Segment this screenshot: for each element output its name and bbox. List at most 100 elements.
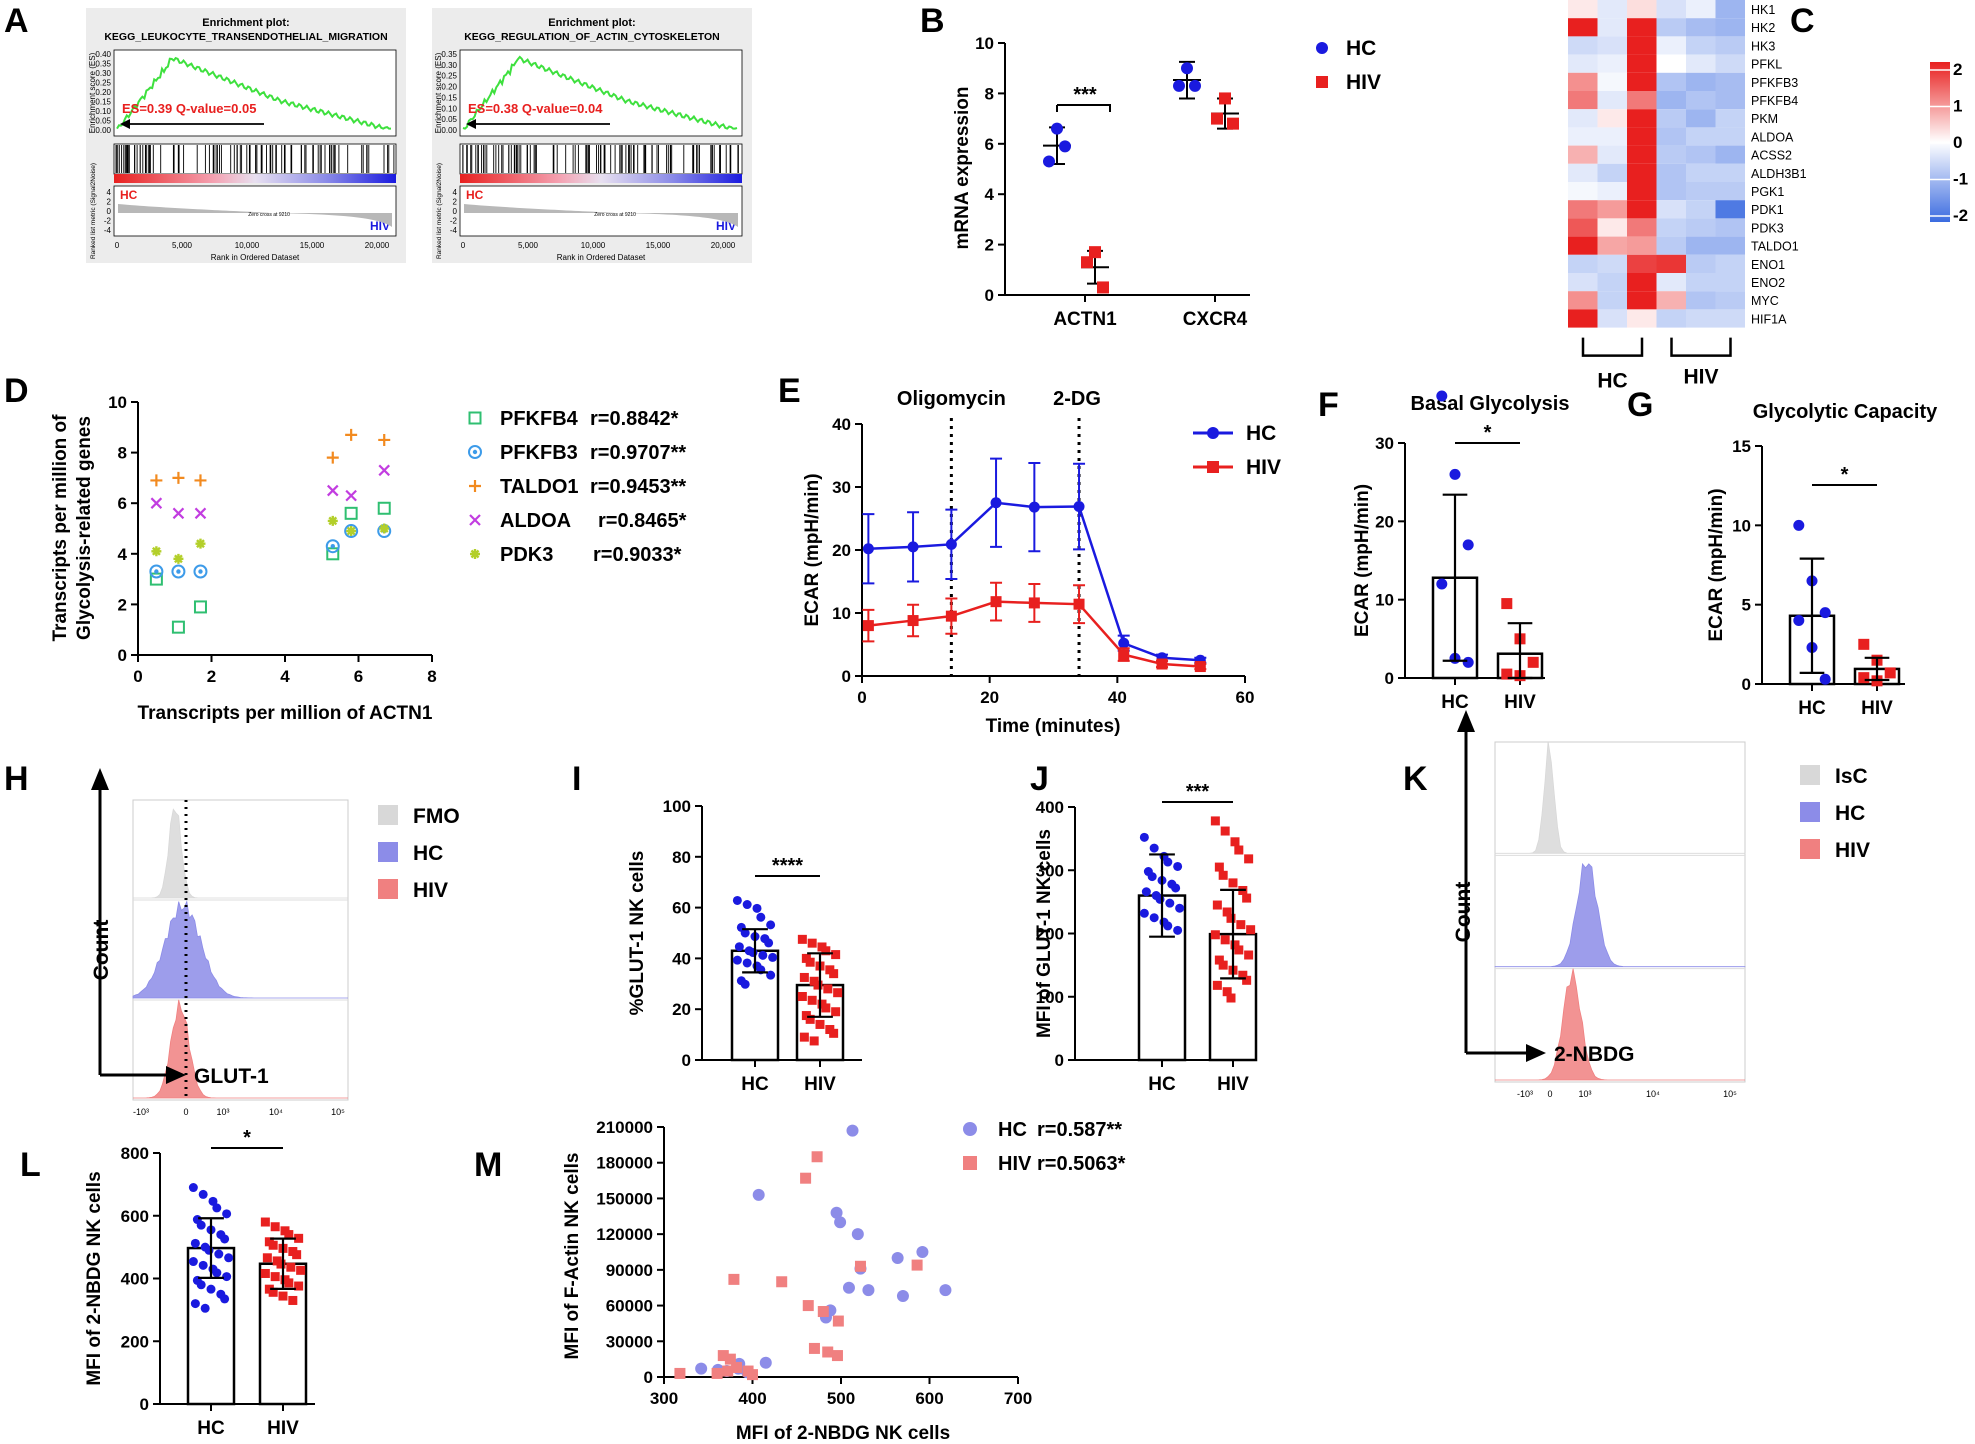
c-heatmap-cell [1597, 91, 1627, 110]
gsea-rank-tick: 0 [453, 207, 458, 216]
m-point-hc [896, 1290, 909, 1303]
panel-label-m: M [474, 1146, 502, 1184]
c-heatmap-cell [1686, 91, 1716, 110]
chart-d-correlation: 0 2 4 6 8 10 0 2 4 6 8 Transcripts per million of A… [50, 393, 687, 724]
gsea-x-tick: 5,000 [172, 241, 193, 250]
l-point-hc [204, 1245, 214, 1255]
g-errorbar [1799, 557, 1825, 674]
l-point-hiv [284, 1230, 294, 1240]
c-heatmap-cell [1715, 36, 1745, 55]
d-point-pfkfb3-outer [325, 539, 340, 554]
j-point-hc [1139, 832, 1149, 842]
f-point-hc [1436, 390, 1448, 402]
i-point-hiv [809, 1036, 819, 1046]
gsea-es-curve [116, 56, 391, 130]
gsea-rank-tick: 4 [107, 188, 112, 197]
c-heatmap-cell [1686, 254, 1716, 273]
gsea-hit-lines [115, 145, 395, 173]
d-y-tick-label: 4 [118, 545, 128, 564]
gsea-plot-leukocyte-migration: Enrichment plot: KEGG_LEUKOCYTE_TRANSENDO… [86, 8, 406, 263]
e-injection-label: 2-DG [1053, 388, 1101, 410]
j-point-hiv [1244, 854, 1254, 864]
j-point-hiv [1222, 987, 1232, 997]
c-heatmap-cell [1656, 254, 1686, 273]
c-heatmap-cell [1597, 182, 1627, 201]
j-point-hiv [1230, 940, 1240, 950]
i-errorbar [742, 928, 768, 974]
c-heatmap-cell [1656, 109, 1686, 128]
i-point-hc [732, 895, 742, 905]
gsea-rank-tick: -2 [104, 217, 112, 226]
c-scale-label: -1 [1953, 170, 1968, 189]
gsea-x-label: Rank in Ordered Dataset [211, 253, 300, 262]
c-heatmap-cell [1715, 254, 1745, 273]
i-y-label: %GLUT-1 NK cells [627, 851, 648, 1016]
j-point-hiv [1234, 945, 1244, 955]
k-x-tick-label: -10³ [1517, 1089, 1533, 1099]
i-point-hc [732, 955, 742, 965]
g-point-hiv [1858, 638, 1870, 650]
j-point-hc [1175, 903, 1185, 913]
c-heatmap-cell [1715, 72, 1745, 91]
m-point-hc [752, 1188, 765, 1201]
j-y-tick-label: 100 [1036, 988, 1064, 1007]
gsea-x-tick: 15,000 [646, 241, 671, 250]
m-y-tick-label: 210000 [596, 1118, 653, 1137]
j-point-hc [1171, 883, 1181, 893]
c-heatmap-cell [1597, 72, 1627, 91]
gsea-es-tick: 0.05 [441, 115, 457, 124]
c-heatmap-cell [1715, 200, 1745, 219]
c-heatmap-cell [1656, 273, 1686, 292]
j-point-hc [1163, 921, 1173, 931]
c-heatmap-cell [1568, 145, 1598, 164]
d-y-tick-label: 6 [118, 494, 127, 513]
e-point-hiv [990, 596, 1002, 608]
d-point-taldo1 [326, 451, 339, 464]
gsea-es-ylabel: Enrichment score (ES) [88, 52, 97, 133]
gsea-rank-tick: 2 [107, 198, 112, 207]
gsea-title: Enrichment plot: [548, 17, 635, 29]
m-y-tick-label: 0 [644, 1368, 653, 1387]
d-legend-r: r=0.8465* [598, 510, 687, 532]
l-point-hiv [286, 1262, 296, 1272]
c-heatmap-cell [1715, 91, 1745, 110]
e-y-tick-label: 30 [832, 478, 851, 497]
f-point-hc [1462, 539, 1474, 551]
d-point-pfkfb3 [171, 564, 186, 579]
c-heatmap-cell [1715, 163, 1745, 182]
j-point-hiv [1234, 845, 1244, 855]
d-point-pfkfb3-outer [344, 524, 359, 539]
m-legend-r: r=0.587** [1037, 1119, 1122, 1141]
d-legend-label: PDK3 [500, 544, 553, 566]
b-point-hiv [1097, 281, 1109, 294]
d-point-aldoa [345, 489, 357, 502]
l-y-tick-label: 0 [140, 1395, 149, 1414]
panel-label-g: G [1627, 386, 1653, 424]
i-point-hiv [821, 946, 831, 956]
m-point-hiv [811, 1151, 823, 1163]
m-x-tick-label: 500 [827, 1389, 855, 1408]
m-point-hc [695, 1362, 708, 1375]
e-point-hiv [1194, 661, 1206, 673]
m-legend-marker-hc [963, 1122, 977, 1136]
e-point-hc [907, 541, 919, 553]
f-point-hiv [1501, 598, 1513, 610]
f-y-tick-label: 10 [1375, 591, 1394, 610]
c-heatmap-cell [1568, 236, 1598, 255]
i-point-hc [742, 900, 752, 910]
f-errorbar [1507, 622, 1533, 680]
j-point-hiv [1220, 826, 1230, 836]
m-point-hc [862, 1284, 875, 1297]
b-significance: *** [1073, 84, 1097, 106]
e-y-tick-label: 0 [842, 667, 851, 686]
c-heatmap-cell [1597, 145, 1627, 164]
m-x-tick-label: 400 [738, 1389, 766, 1408]
d-legend-r: r=0.9707** [590, 442, 686, 464]
gsea-rank-tick: 2 [453, 198, 458, 207]
m-point-hiv [800, 1172, 812, 1184]
c-heatmap-cell [1656, 291, 1686, 310]
k-legend-label: HC [1835, 802, 1865, 825]
c-heatmap-cell [1627, 218, 1657, 237]
d-y-label-2: Glycolysis-related genes [74, 416, 95, 640]
i-point-hiv [823, 984, 833, 994]
